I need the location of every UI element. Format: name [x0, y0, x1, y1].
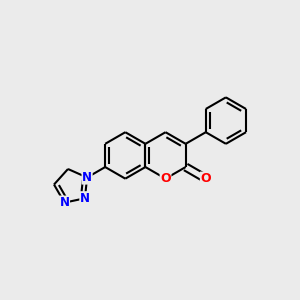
Text: O: O: [200, 172, 211, 185]
Text: N: N: [82, 171, 92, 184]
Text: N: N: [59, 196, 70, 209]
Text: N: N: [80, 192, 90, 205]
Text: O: O: [160, 172, 171, 185]
